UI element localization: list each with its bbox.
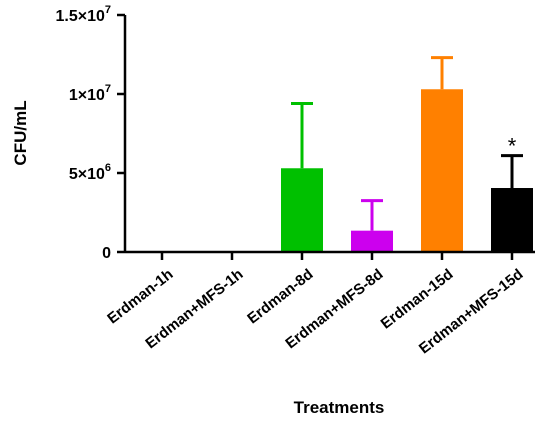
significance-annotation: * bbox=[508, 134, 517, 159]
y-tick-label: 1.5×107 bbox=[55, 4, 111, 25]
x-tick-labels-layer: Erdman-1hErdman+MFS-1hErdman-8dErdman+MF… bbox=[104, 252, 526, 357]
x-tick-label: Erdman-8d bbox=[244, 266, 316, 328]
error-bar bbox=[501, 154, 523, 189]
annotations-layer: * bbox=[508, 134, 517, 159]
bar bbox=[281, 168, 323, 252]
y-ticks-layer: 0 5×106 1×107 1.5×107 bbox=[55, 4, 125, 262]
error-bar bbox=[291, 101, 313, 169]
y-tick-label: 1×107 bbox=[69, 83, 111, 104]
error-bar bbox=[431, 56, 453, 90]
error-bar bbox=[361, 199, 383, 231]
x-tick-label: Erdman-1h bbox=[104, 266, 176, 328]
y-tick-label: 5×106 bbox=[69, 162, 111, 183]
bar bbox=[491, 188, 533, 252]
y-axis-title: CFU/mL bbox=[11, 100, 30, 165]
y-tick-label: 0 bbox=[102, 245, 111, 262]
error-bars-layer bbox=[291, 56, 523, 231]
axes-layer bbox=[123, 15, 535, 254]
bars-layer bbox=[281, 89, 533, 252]
x-axis-title: Treatments bbox=[294, 398, 385, 417]
bar bbox=[351, 230, 393, 252]
bar bbox=[421, 89, 463, 252]
